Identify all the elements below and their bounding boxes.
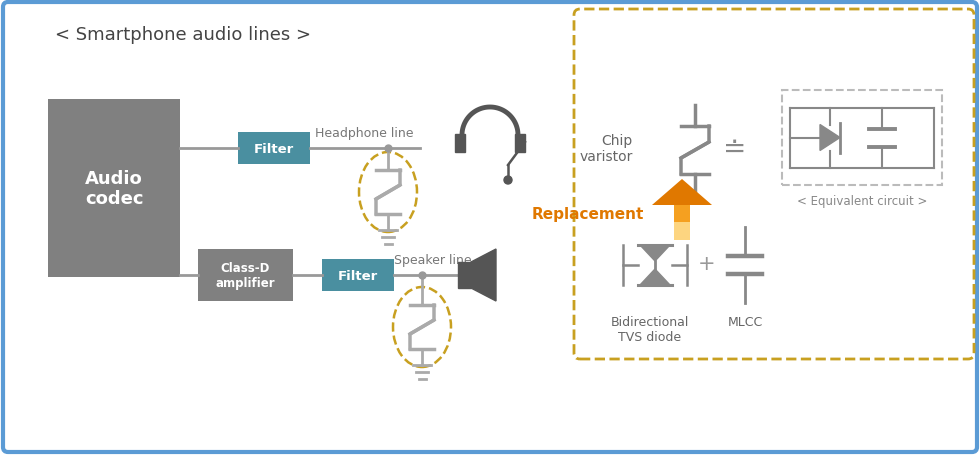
Text: < Equivalent circuit >: < Equivalent circuit > [797,195,927,207]
Text: MLCC: MLCC [727,315,762,328]
Polygon shape [640,245,670,262]
Polygon shape [640,269,670,285]
FancyBboxPatch shape [198,249,293,301]
Bar [458,263,471,288]
FancyBboxPatch shape [3,3,977,452]
FancyBboxPatch shape [48,100,180,278]
Bar [515,135,525,153]
Polygon shape [820,125,840,151]
Text: Bidirectional
TVS diode: Bidirectional TVS diode [611,315,689,343]
Text: Audio
codec: Audio codec [84,169,143,208]
Polygon shape [652,180,712,206]
Text: Speaker line: Speaker line [394,253,471,267]
Text: Replacement: Replacement [531,207,644,222]
FancyBboxPatch shape [322,259,394,291]
Bar [455,135,465,153]
Bar [674,202,690,226]
Text: Filter: Filter [254,142,294,155]
FancyBboxPatch shape [782,91,942,186]
Text: Chip
varistor: Chip varistor [579,134,633,164]
Text: < Smartphone audio lines >: < Smartphone audio lines > [55,26,311,44]
Polygon shape [471,249,496,301]
Bar [674,222,690,241]
Text: Class-D
amplifier: Class-D amplifier [216,262,275,289]
Text: Filter: Filter [338,269,378,282]
Text: ≐: ≐ [723,135,746,162]
Text: +: + [698,253,715,273]
Circle shape [504,177,512,185]
FancyBboxPatch shape [574,10,974,359]
Text: Headphone line: Headphone line [315,127,414,140]
FancyBboxPatch shape [238,133,310,165]
